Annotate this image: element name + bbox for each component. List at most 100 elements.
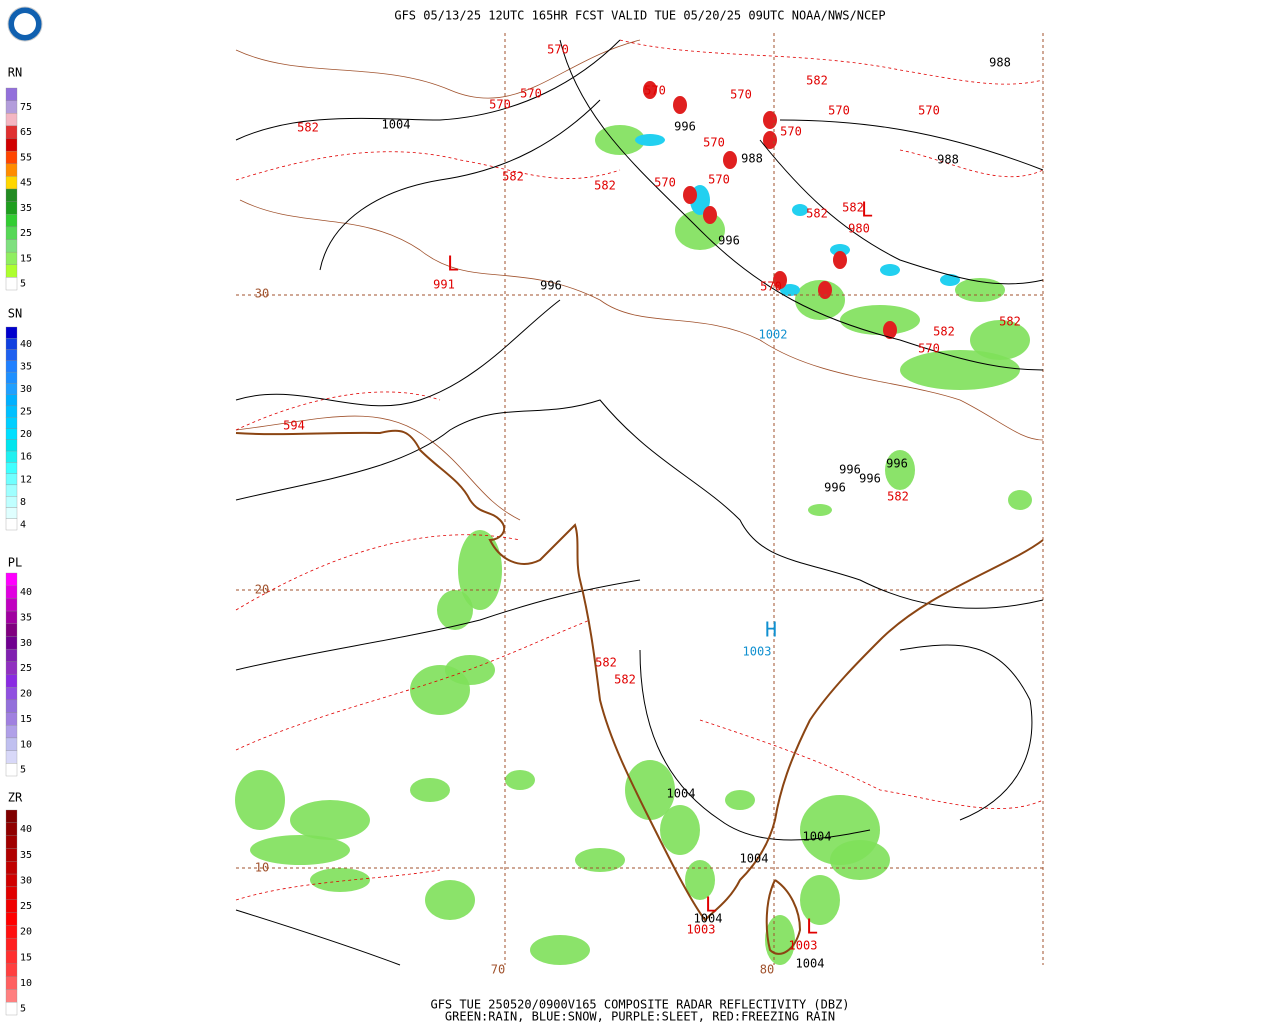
legend-swatch: [5, 214, 18, 228]
coastline: [235, 429, 1044, 922]
map-label: 570: [780, 125, 802, 139]
map-label: L: [705, 893, 717, 917]
legend-swatch: [5, 835, 18, 849]
legend-label: 15: [20, 253, 32, 264]
legend-label: 55: [20, 152, 32, 163]
legend-swatch: [5, 598, 18, 612]
grid-label: 10: [255, 861, 269, 875]
legend-swatch: [5, 636, 18, 650]
map-label: 570: [708, 173, 730, 187]
map-label: 996: [718, 234, 740, 248]
map-label: 582: [595, 656, 617, 670]
rain-area: [725, 790, 755, 810]
legend-label: 10: [20, 739, 32, 750]
legend-swatch: [5, 201, 18, 215]
legend-swatch: [5, 87, 18, 101]
map-label: 582: [502, 170, 524, 184]
legend-label: 20: [20, 927, 32, 938]
sri-lanka: [765, 879, 802, 955]
map-label: 1003: [687, 923, 716, 937]
legend-swatch: [5, 450, 18, 463]
legend-title: SN: [8, 307, 22, 321]
legend-label: 25: [20, 663, 32, 674]
legend-swatch: [5, 809, 18, 823]
snow-area: [940, 274, 960, 286]
legend-swatch: [5, 417, 18, 429]
rain-area: [685, 860, 715, 900]
grid-label: 80: [760, 963, 774, 977]
legend-swatch: [5, 394, 18, 407]
snow-area: [635, 134, 665, 146]
legend-swatch: [5, 976, 18, 990]
height-contour: [235, 39, 1044, 901]
map-label: 1004: [803, 830, 832, 844]
legend-swatch: [5, 950, 18, 964]
rain-area: [505, 770, 535, 790]
legend-swatch: [5, 937, 18, 952]
legend-swatch: [5, 661, 18, 675]
legend-title: ZR: [8, 791, 23, 805]
pressure-contour: [235, 39, 1044, 966]
rain-area: [1008, 490, 1032, 510]
rain-area: [840, 305, 920, 335]
legend-label: 5: [20, 765, 26, 776]
legend-label: 45: [20, 178, 32, 189]
legend-swatch: [5, 989, 18, 1003]
rain-area: [625, 760, 675, 820]
legend-label: 65: [20, 127, 32, 138]
rain-area: [425, 880, 475, 920]
legend-swatch: [5, 848, 18, 862]
legend-swatch: [5, 518, 18, 531]
map-label: 582: [887, 490, 909, 504]
legend-label: 15: [20, 714, 32, 725]
legend-swatch: [5, 371, 18, 384]
legend-swatch: [5, 326, 18, 339]
legend-swatch: [5, 886, 18, 900]
border: [235, 39, 1044, 521]
freezing-rain-area: [763, 111, 777, 129]
map-label: 988: [989, 56, 1011, 70]
rain-area: [290, 800, 370, 840]
map-label: 1004: [740, 852, 769, 866]
grid-label: 20: [255, 583, 269, 597]
legend-label: 35: [20, 203, 32, 214]
map-label: 582: [842, 201, 864, 215]
legend-swatch: [5, 100, 18, 114]
legend-swatch: [5, 963, 18, 977]
map-label: 996: [839, 463, 861, 477]
rain-area: [795, 280, 845, 320]
legend-swatch: [5, 674, 18, 688]
legend-label: 10: [20, 978, 32, 989]
legend-label: 40: [20, 824, 32, 835]
legend-swatch: [5, 484, 18, 497]
legend-label: 15: [20, 952, 32, 963]
map-label: 1004: [796, 957, 825, 971]
map-label: 991: [433, 278, 455, 292]
map-label: 582: [933, 325, 955, 339]
map-label: 1004: [694, 912, 723, 926]
map-label: 582: [614, 673, 636, 687]
legend-swatch: [5, 572, 18, 586]
legend-label: 16: [20, 452, 32, 463]
legend-label: 40: [20, 339, 32, 350]
freezing-rain-area: [773, 271, 787, 289]
legend-title: RN: [8, 66, 22, 80]
legend-swatch: [5, 251, 18, 265]
legend-label: 20: [20, 429, 32, 440]
map-label: 980: [848, 222, 870, 236]
map-label: 570: [489, 98, 511, 112]
map-label: 996: [859, 472, 881, 486]
snow-area: [830, 244, 850, 256]
map-label: H: [765, 618, 777, 642]
freezing-rain-area: [818, 281, 832, 299]
legend-label: 25: [20, 901, 32, 912]
legend-swatch: [5, 737, 18, 751]
header-title: GFS 05/13/25 12UTC 165HR FCST VALID TUE …: [394, 9, 885, 23]
noaa-logo-inner: [14, 13, 36, 35]
map-label: 1003: [789, 939, 818, 953]
rain-area: [530, 935, 590, 965]
rain-area: [808, 504, 832, 516]
map-label: 582: [806, 74, 828, 88]
map-label: 570: [730, 88, 752, 102]
legend-swatch: [5, 239, 18, 253]
